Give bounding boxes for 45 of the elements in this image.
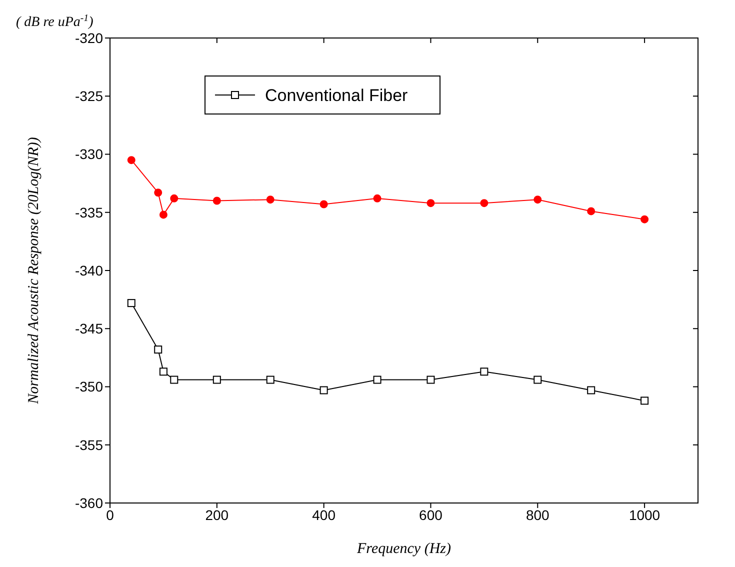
point: [373, 194, 382, 202]
point: [154, 188, 162, 197]
point: [373, 376, 382, 384]
y-tick-label: -335: [74, 204, 104, 220]
x-tick-label: 200: [205, 506, 229, 523]
y-tick-label: -350: [74, 378, 104, 395]
point: [426, 376, 435, 384]
text: ( dB re uPa$^{-1}$): [16, 12, 94, 30]
x-axis-title: Frequency (Hz): [356, 541, 451, 557]
point: [170, 194, 178, 202]
legend-label: Conventional Fiber: [265, 86, 408, 105]
point: [640, 396, 649, 405]
point: [127, 156, 136, 164]
point: [266, 376, 274, 384]
y-tick-label: -330: [74, 146, 104, 162]
y-tick-label: -355: [74, 436, 104, 453]
point: [480, 199, 488, 208]
point: [159, 368, 168, 376]
point: [159, 210, 168, 219]
point: [534, 196, 542, 204]
y-tick-label: -325: [74, 88, 104, 104]
point: [640, 215, 649, 224]
point: [534, 376, 542, 384]
point: [587, 207, 596, 216]
y-axis-title: Normalized Acoustic Response (20Log(NR)): [26, 137, 42, 405]
x-tick-label: 400: [312, 506, 336, 523]
x-tick-label: 0: [106, 506, 114, 523]
y-tick-label: -345: [74, 320, 104, 337]
x-tick-label: 1000: [628, 506, 660, 523]
point: [212, 376, 221, 384]
x-tick-label: 600: [419, 506, 443, 523]
point: [154, 346, 162, 354]
y-tick-label: -320: [74, 30, 104, 46]
point: [320, 200, 328, 208]
point: [212, 196, 221, 205]
point: [170, 376, 178, 384]
x-tick-label: 800: [526, 506, 550, 523]
point: [480, 368, 488, 376]
point: [266, 196, 274, 204]
point: [426, 199, 435, 208]
y-tick-label: -360: [74, 494, 104, 511]
point: [127, 299, 136, 308]
point: [587, 386, 596, 394]
point: [320, 386, 328, 394]
y-tick-label: -340: [74, 262, 104, 278]
